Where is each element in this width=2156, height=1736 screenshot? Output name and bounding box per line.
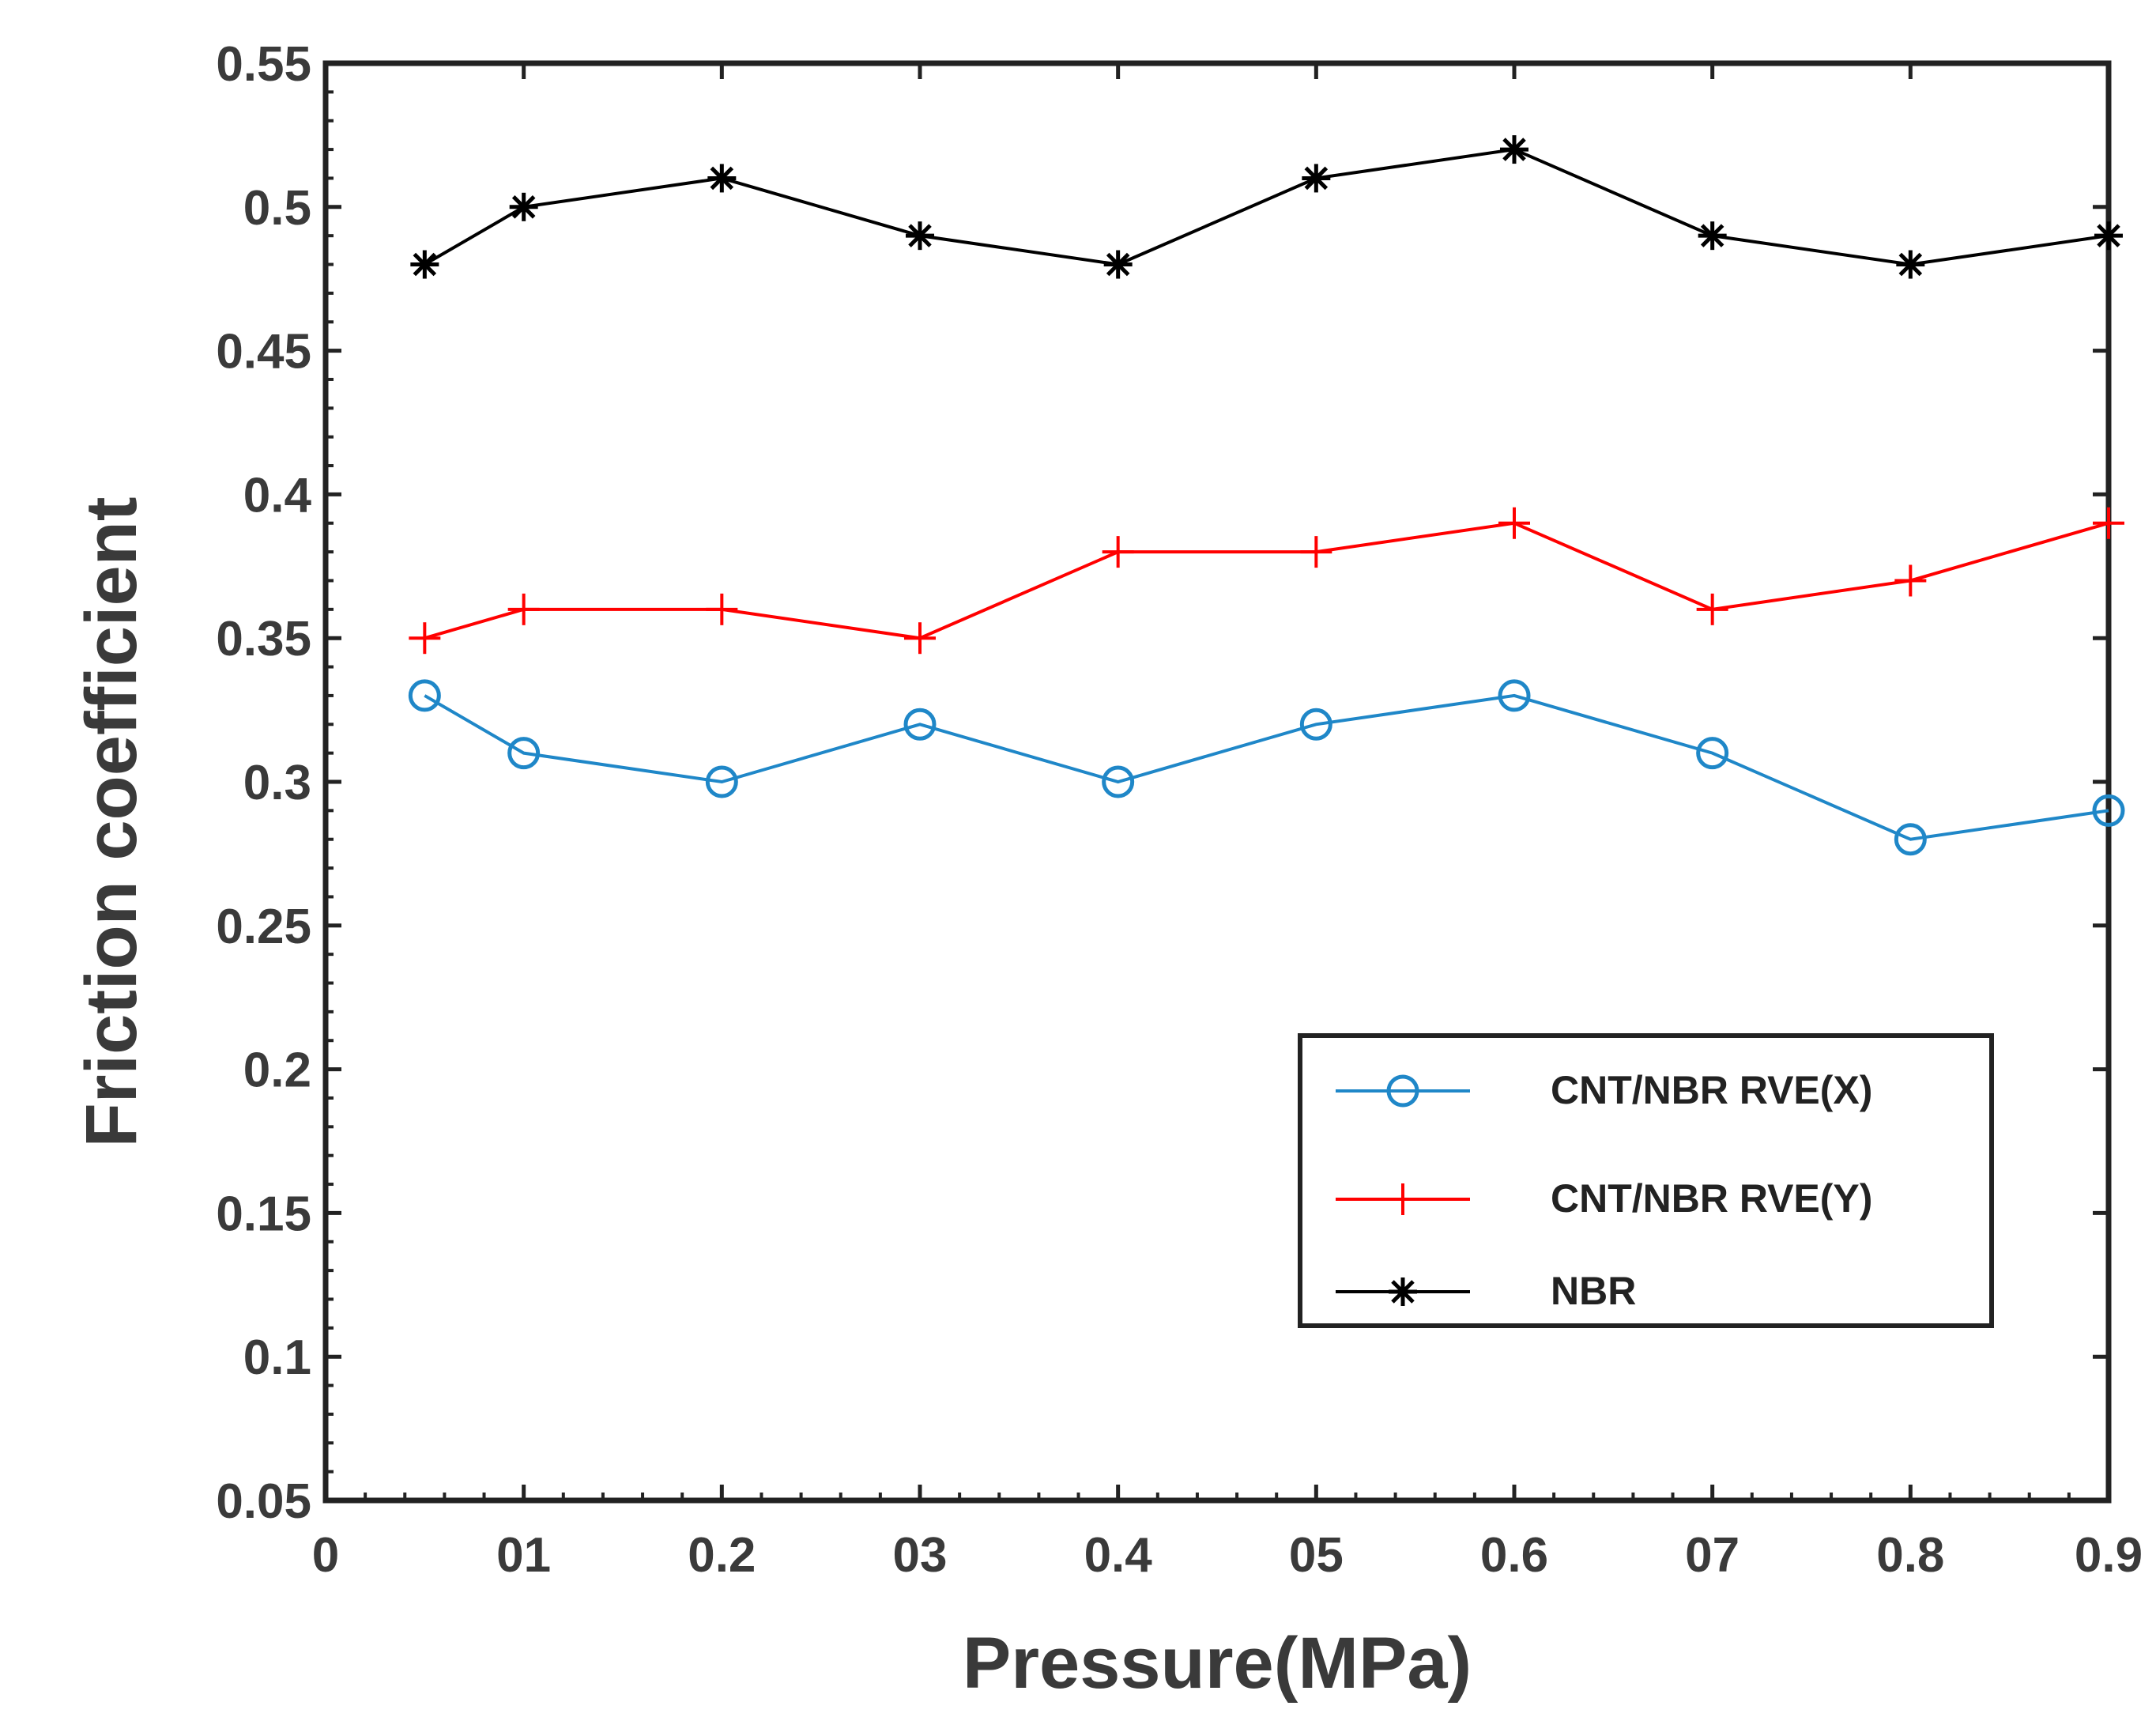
x-tick-label: 0.6: [1480, 1528, 1548, 1583]
y-tick-label: 0.5: [243, 181, 311, 236]
x-tick-label: 0.9: [2075, 1528, 2143, 1583]
data-point-s1: [904, 622, 936, 655]
data-point-s1: [706, 593, 738, 625]
y-tick-label: 0.4: [243, 468, 312, 523]
y-tick-label: 0.1: [243, 1330, 311, 1385]
x-tick-label: 03: [893, 1528, 948, 1583]
data-point-s0: [507, 737, 541, 770]
data-point-s2: [410, 250, 439, 279]
data-point-s2-d2: [908, 224, 932, 247]
data-point-s2: [707, 164, 737, 193]
legend-label-2: NBR: [1551, 1269, 1636, 1313]
data-point-s2-d2: [511, 195, 536, 219]
x-axis-ticks: 0 01 0.2 03 0.4 05 0.6 07 0.8 0.9: [312, 63, 2143, 1583]
data-point-s2-d2: [1898, 252, 1923, 277]
legend-marker-2-d2: [1391, 1280, 1415, 1304]
data-point-s1: [409, 622, 441, 655]
data-point-s2-d2: [1106, 252, 1130, 277]
data-point-s2: [2094, 221, 2123, 251]
data-point-s0: [1894, 823, 1927, 856]
data-point-s2: [1103, 250, 1133, 279]
legend-items: [1336, 1074, 1470, 1306]
data-point-s0: [1498, 679, 1531, 712]
x-axis-title: Pressure(MPa): [963, 1623, 1472, 1704]
data-point-s2: [1302, 164, 1331, 193]
data-point-s1: [1300, 536, 1332, 568]
y-tick-label: 0.45: [216, 325, 311, 379]
y-axis-ticks: 0.05 0.1 0.15 0.2 0.25 0.3 0.35 0.4 0.45 0.5 0.55: [216, 37, 2109, 1529]
data-point-s0: [1102, 765, 1135, 798]
series-line-2: [424, 148, 2109, 266]
data-point-s0: [408, 679, 441, 712]
data-point-s2-d2: [710, 166, 734, 191]
x-tick-label: 01: [496, 1528, 551, 1583]
data-point-s2-d2: [2097, 224, 2120, 247]
data-point-s2: [509, 192, 538, 221]
y-tick-label: 0.15: [216, 1187, 311, 1241]
legend-label-0: CNT/NBR RVE(X): [1551, 1068, 1872, 1112]
data-point-s1: [1102, 536, 1134, 568]
data-point-s1: [1696, 593, 1728, 625]
y-tick-label: 0.35: [216, 612, 311, 666]
y-tick-label: 0.2: [243, 1043, 311, 1098]
x-tick-label: 0.2: [688, 1528, 756, 1583]
legend-label-1: CNT/NBR RVE(Y): [1551, 1176, 1872, 1221]
x-tick-label: 0: [312, 1528, 339, 1583]
y-tick-label: 0.05: [216, 1474, 311, 1529]
data-point-s1: [1894, 564, 1927, 597]
data-point-s1: [507, 593, 540, 625]
data-point-s2: [1698, 221, 1727, 251]
data-point-s0: [1696, 737, 1729, 770]
data-point-s2-d2: [1502, 138, 1526, 161]
data-point-s1: [2093, 507, 2124, 539]
x-tick-label: 07: [1685, 1528, 1740, 1583]
series-line-0: [424, 693, 2109, 841]
data-point-s2: [1500, 135, 1528, 164]
data-point-s2-d2: [413, 252, 437, 277]
data-point-s2-d2: [1700, 224, 1724, 247]
x-tick-label: 05: [1289, 1528, 1344, 1583]
legend-marker-0: [1386, 1074, 1419, 1108]
y-tick-label: 0.55: [216, 37, 311, 92]
data-point-s0: [903, 708, 937, 741]
x-tick-label: 0.4: [1084, 1528, 1153, 1583]
data-point-s0: [1299, 708, 1332, 741]
data-point-s1: [1498, 507, 1530, 539]
legend-marker-2: [1389, 1277, 1417, 1306]
series-layer: [408, 135, 2125, 856]
series-line-1: [424, 521, 2109, 640]
y-tick-label: 0.25: [216, 900, 311, 954]
data-point-s0: [2092, 794, 2125, 827]
data-point-s2: [906, 221, 934, 251]
data-point-s0: [705, 765, 738, 798]
legend: CNT/NBR RVE(X) CNT/NBR RVE(Y) NBR: [1298, 1033, 1994, 1328]
x-tick-label: 0.8: [1876, 1528, 1944, 1583]
y-axis-title: Friction coefficient: [71, 497, 152, 1148]
data-point-s2-d2: [1304, 166, 1329, 191]
y-tick-label: 0.3: [243, 756, 311, 810]
data-point-s2: [1896, 250, 1925, 279]
legend-marker-1: [1387, 1183, 1419, 1215]
